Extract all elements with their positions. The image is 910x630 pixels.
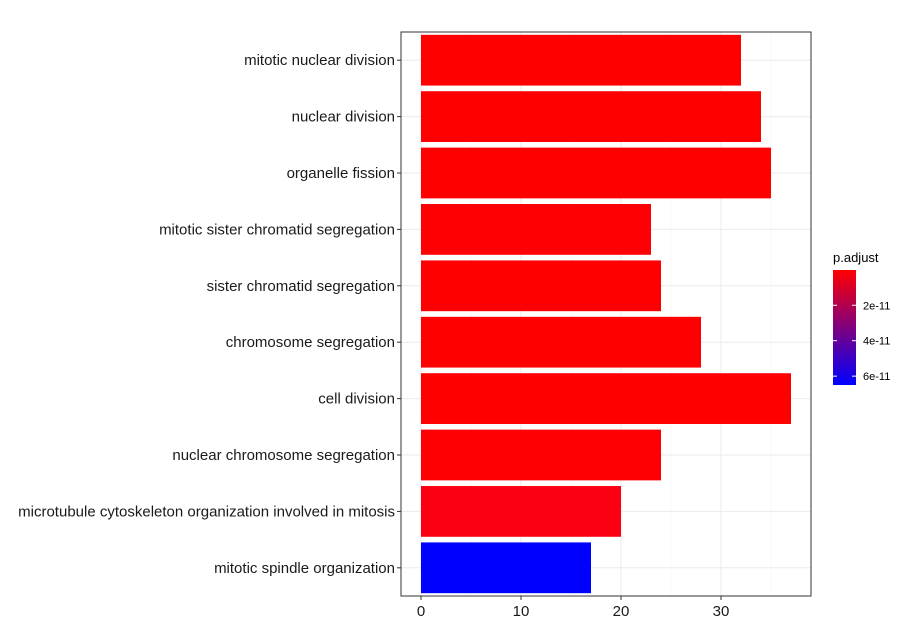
bar [421, 429, 661, 481]
plot-panel-border [400, 31, 812, 597]
legend-tick-label: 4e-11 [863, 336, 890, 348]
legend-tick-label: 6e-11 [863, 371, 890, 383]
bar [421, 486, 621, 537]
category-label: cell division [318, 391, 395, 408]
bar [421, 34, 741, 86]
category-label: organelle fission [287, 165, 395, 182]
x-tick-label: 0 [417, 603, 425, 620]
category-label: chromosome segregation [226, 334, 395, 351]
category-label: mitotic sister chromatid segregation [159, 221, 395, 238]
legend-tick-label: 2e-11 [863, 300, 890, 312]
bar [421, 91, 761, 142]
category-labels: mitotic nuclear division nuclear division… [18, 52, 401, 577]
category-label: nuclear division [292, 109, 395, 126]
bar [421, 542, 591, 594]
x-axis-ticks: 0 10 20 30 [417, 596, 730, 620]
legend-colorbar [833, 270, 856, 385]
x-tick-label: 30 [713, 603, 730, 620]
bar [421, 260, 661, 312]
legend: p.adjust 2e-11 4e-11 6e-11 [833, 250, 890, 385]
category-label: mitotic spindle organization [214, 560, 395, 577]
bar [421, 147, 771, 199]
bar [421, 204, 651, 255]
category-label: nuclear chromosome segregation [172, 447, 395, 464]
x-tick-label: 20 [613, 603, 630, 620]
bars [421, 34, 791, 594]
x-tick-label: 10 [513, 603, 530, 620]
legend-title: p.adjust [833, 250, 879, 265]
category-label: microtubule cytoskeleton organization in… [18, 503, 395, 520]
legend-ticks: 2e-11 4e-11 6e-11 [833, 300, 890, 383]
category-label: mitotic nuclear division [244, 52, 395, 69]
bar [421, 373, 791, 424]
bar [421, 316, 701, 368]
category-label: sister chromatid segregation [207, 278, 395, 295]
